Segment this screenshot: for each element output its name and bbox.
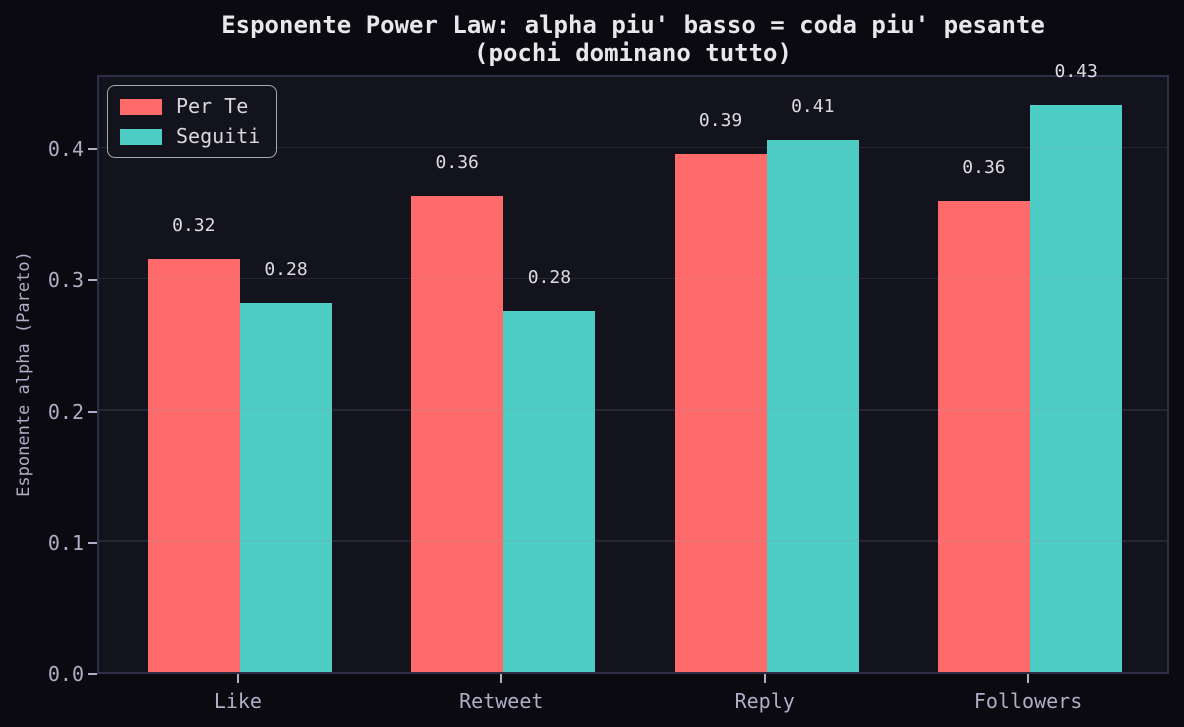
legend: Per Te Seguiti [107, 85, 278, 158]
y-axis-label: Esponente alpha (Pareto) [14, 251, 34, 497]
legend-item-per-te: Per Te [120, 95, 260, 118]
y-tick-label-0.1: 0.1 [47, 530, 84, 555]
chart-title-line1: Esponente Power Law: alpha piu' basso = … [221, 11, 1045, 39]
bar-per-te-followers [937, 200, 1031, 672]
bar-per-te-reply [674, 153, 767, 672]
x-tick-label-followers: Followers [973, 689, 1083, 713]
bar-value-label-seguiti-reply: 0.41 [791, 96, 835, 118]
y-tick-mark-0.1 [88, 541, 97, 544]
gridline-0.1 [99, 540, 1167, 542]
x-tick-mark-reply [763, 674, 766, 683]
x-tick-mark-like [236, 674, 239, 683]
legend-swatch-seguiti [120, 128, 162, 145]
x-tick-label-like: Like [213, 689, 262, 713]
bar-value-label-seguiti-retweet: 0.28 [527, 267, 572, 289]
bar-seguiti-retweet [503, 311, 596, 672]
legend-item-seguiti: Seguiti [120, 125, 260, 148]
x-tick-mark-retweet [500, 674, 503, 683]
gridline-0.4 [99, 146, 1167, 149]
bar-per-te-like [147, 258, 240, 672]
y-tick-label-0.3: 0.3 [47, 268, 84, 293]
bar-seguiti-reply [766, 140, 859, 672]
y-tick-label-0.0: 0.0 [47, 662, 84, 686]
x-tick-mark-followers [1027, 674, 1030, 683]
gridline-0.3 [99, 277, 1167, 280]
bar-value-label-per-te-retweet: 0.36 [435, 151, 479, 173]
bar-seguiti-followers [1030, 105, 1123, 672]
legend-label-per-te: Per Te [176, 94, 249, 118]
y-tick-mark-0.2 [88, 410, 97, 413]
legend-label-seguiti: Seguiti [176, 124, 261, 148]
chart-title-line2: (pochi dominano tutto) [474, 39, 792, 67]
y-tick-label-0.4: 0.4 [47, 137, 84, 162]
plot-area: 0.32 0.28 0.36 0.28 0.39 0.41 0.36 0.43 [97, 61, 1169, 674]
bar-per-te-retweet [411, 195, 504, 672]
y-tick-mark-0.3 [88, 279, 97, 282]
bar-value-label-per-te-reply: 0.39 [698, 109, 743, 131]
y-tick-mark-0.4 [88, 148, 97, 151]
bar-value-label-seguiti-followers: 0.43 [1054, 61, 1098, 83]
x-tick-label-retweet: Retweet [459, 689, 544, 713]
bar-value-label-per-te-like: 0.32 [172, 214, 216, 236]
y-tick-mark-0.0 [88, 673, 97, 675]
bar-value-label-seguiti-like: 0.28 [264, 259, 308, 281]
x-tick-label-reply: Reply [734, 689, 795, 713]
chart-title: Esponente Power Law: alpha piu' basso = … [221, 11, 1045, 67]
y-tick-label-0.2: 0.2 [47, 399, 84, 424]
bar-value-label-per-te-followers: 0.36 [962, 156, 1006, 178]
legend-swatch-per-te [120, 98, 162, 115]
bar-seguiti-like [239, 303, 333, 672]
gridline-0.2 [99, 409, 1167, 411]
